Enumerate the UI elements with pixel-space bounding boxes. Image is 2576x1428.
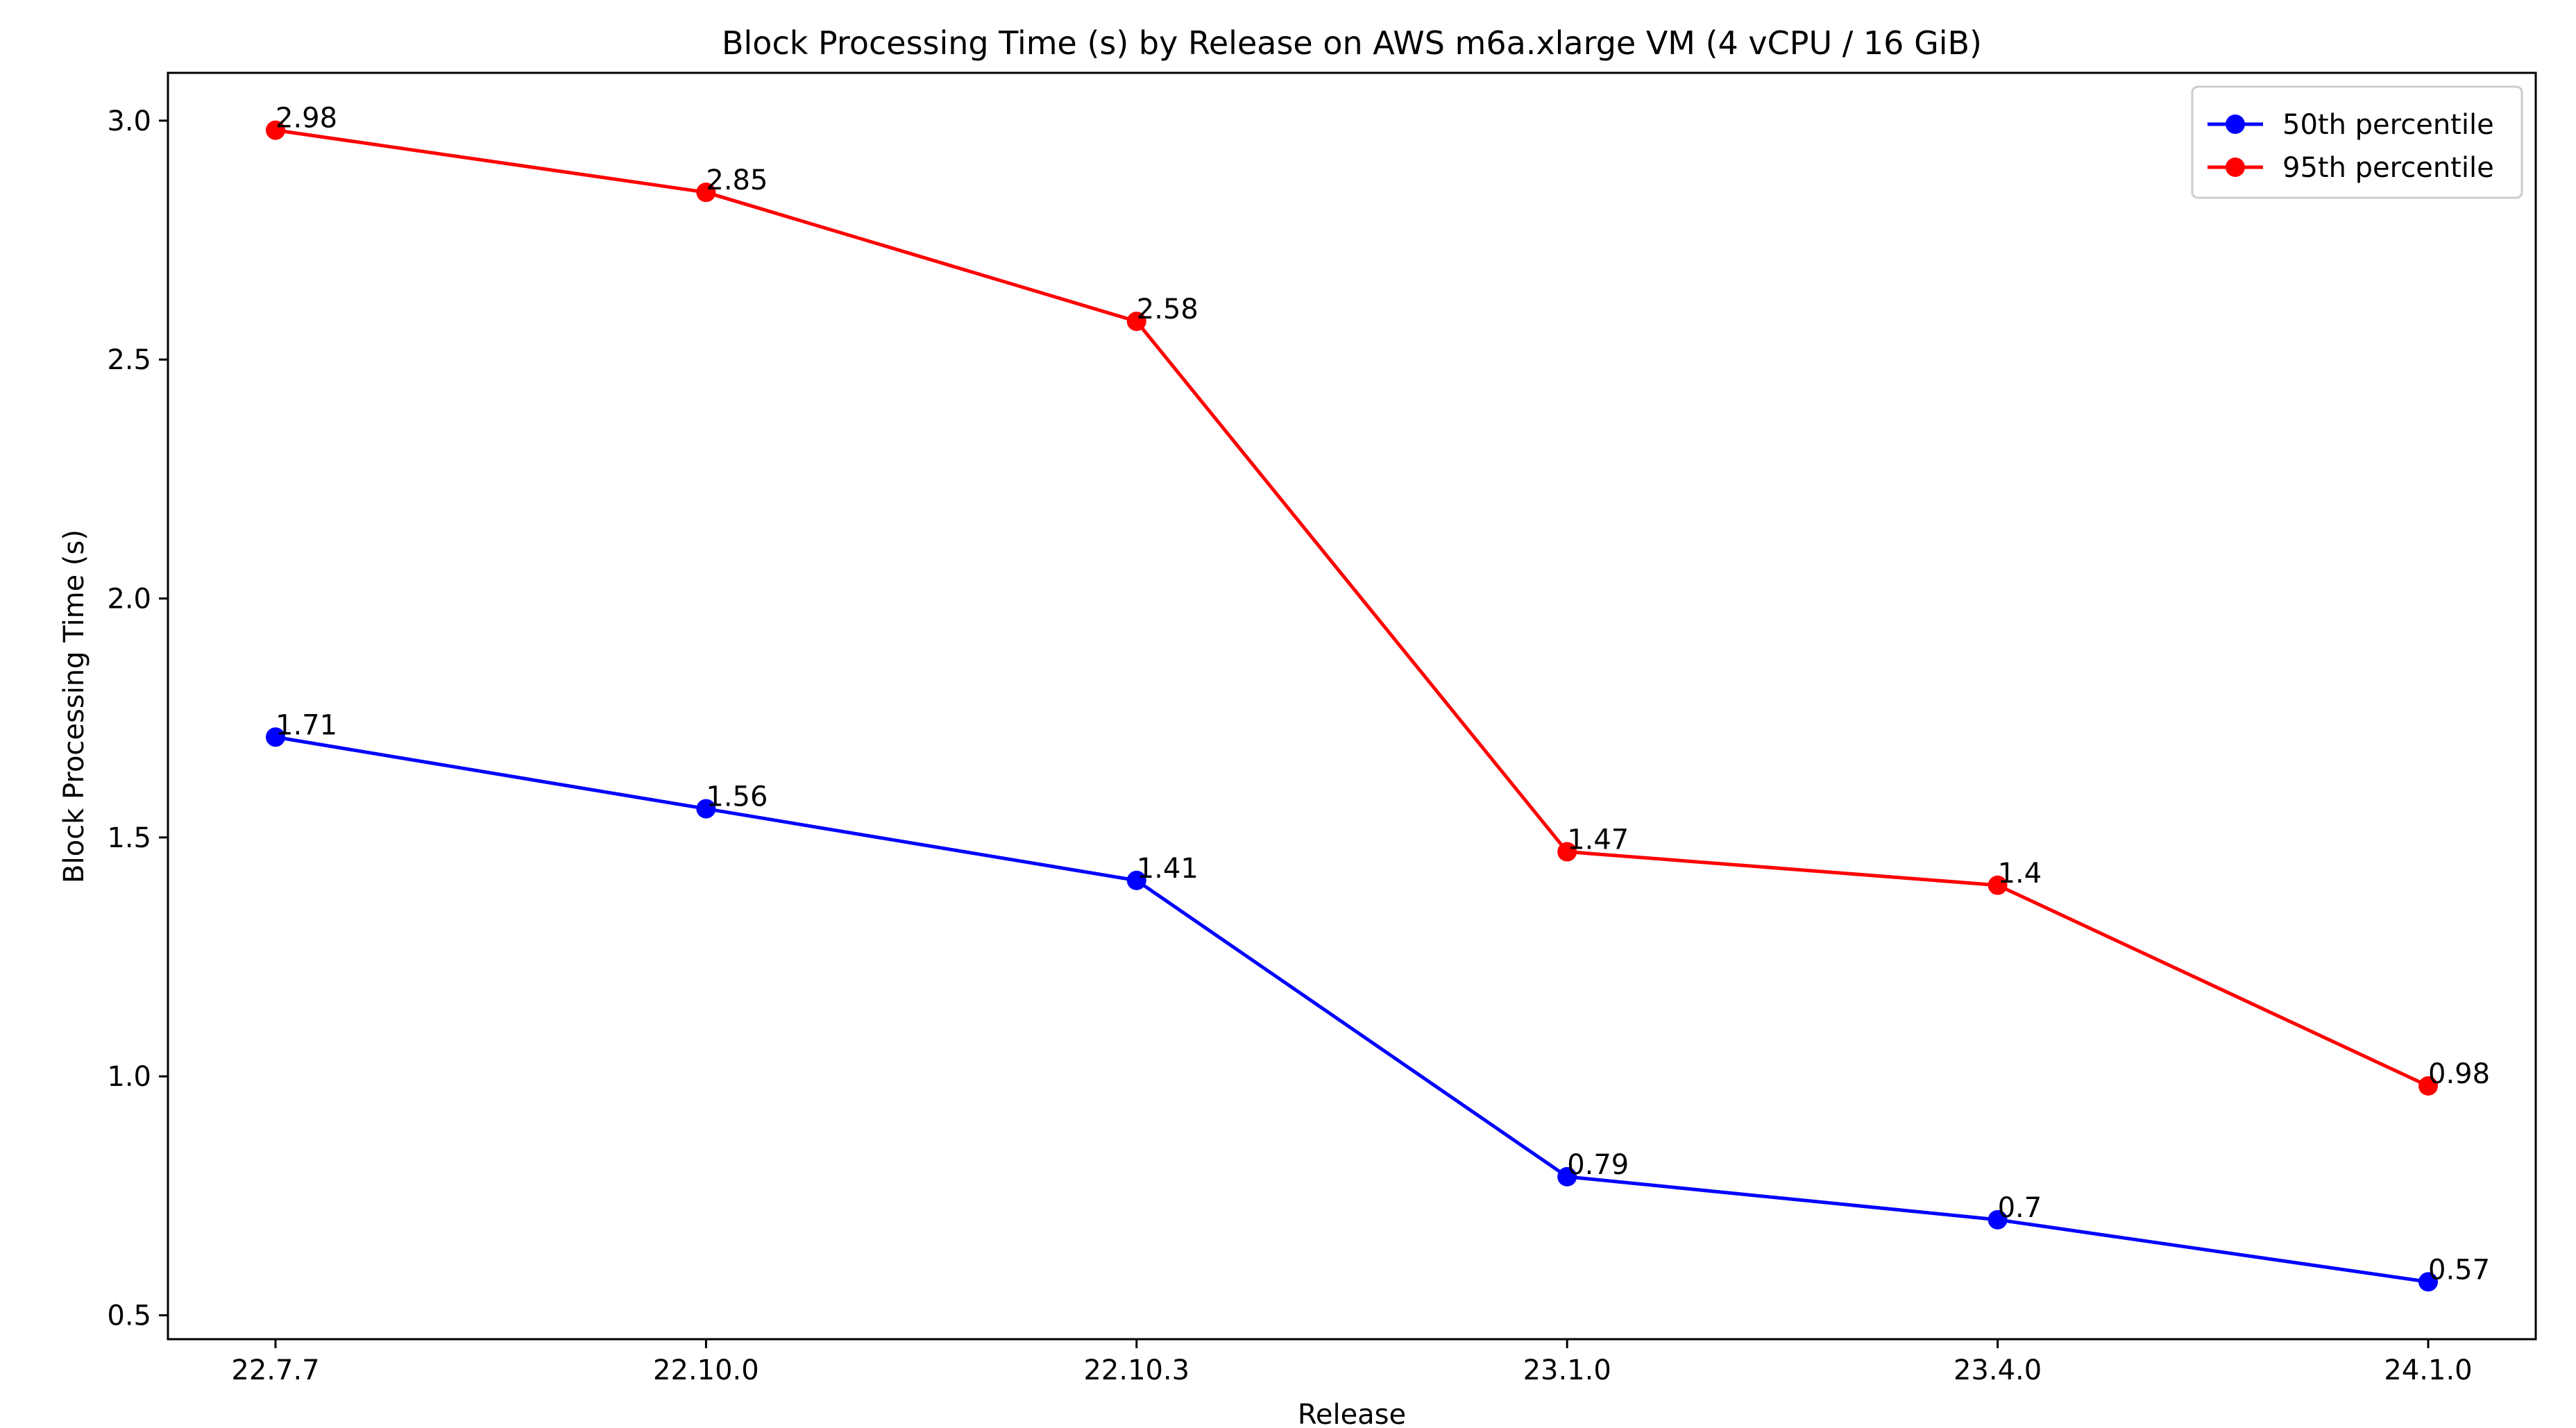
data-label: 2.58 [1137,294,1198,325]
data-label: 0.79 [1567,1149,1629,1181]
legend: 50th percentile 95th percentile [2191,85,2523,199]
y-axis-label: Block Processing Time (s) [58,529,90,883]
legend-marker [2226,114,2245,134]
legend-entry: 50th percentile [2208,109,2494,141]
data-label: 1.4 [1998,858,2042,890]
series-line-p95 [275,128,2430,1088]
data-label: 0.7 [1998,1192,2042,1224]
data-point-marker [1988,1209,2008,1230]
y-tick-label: 3.0 [107,105,151,137]
data-label: 0.57 [2428,1254,2490,1286]
data-label: 1.47 [1567,824,1629,856]
data-label: 1.71 [276,709,337,741]
data-point-marker [1126,312,1146,332]
data-point-marker [1557,1166,1577,1187]
data-label: 2.98 [276,103,337,135]
plot-area: 22.7.7 22.10.0 22.10.3 23.1.0 23.4.0 24.1.0 0.… [107,103,2490,1386]
legend-entry: 95th percentile [2208,152,2494,184]
legend-box [2191,85,2523,199]
data-label: 1.56 [706,781,768,813]
data-point-marker [1988,875,2008,895]
data-point-marker [1126,870,1146,890]
series-line-p50 [275,735,2429,1284]
y-tick-label: 1.5 [107,822,151,854]
legend-marker [2226,158,2245,177]
legend-label: 50th percentile [2282,109,2494,141]
data-point-marker [2418,1272,2438,1292]
plot-frame [167,71,2537,1341]
x-tick-label: 24.1.0 [2384,1354,2472,1386]
x-tick-label: 22.7.7 [231,1354,319,1386]
x-tick-label: 23.1.0 [1523,1354,1611,1386]
data-point-marker [696,799,716,819]
data-label: 1.41 [1137,853,1198,885]
data-point-marker [2418,1076,2438,1096]
data-point-marker [266,727,285,747]
chart-title: Block Processing Time (s) by Release on … [722,24,1982,62]
y-tick-label: 1.0 [107,1061,151,1093]
data-point-marker [266,120,285,140]
x-tick-label: 23.4.0 [1954,1354,2042,1386]
x-axis-label: Release [1298,1399,1406,1428]
x-tick-label: 22.10.3 [1083,1354,1189,1386]
x-tick-label: 22.10.0 [653,1354,759,1386]
data-label: 2.85 [706,164,768,196]
y-tick-label: 0.5 [107,1300,151,1332]
data-point-marker [696,182,716,203]
data-label: 0.98 [2428,1058,2490,1090]
y-tick-label: 2.0 [107,584,151,615]
y-tick-label: 2.5 [107,344,151,376]
legend-label: 95th percentile [2282,152,2494,184]
data-point-marker [1557,842,1577,862]
